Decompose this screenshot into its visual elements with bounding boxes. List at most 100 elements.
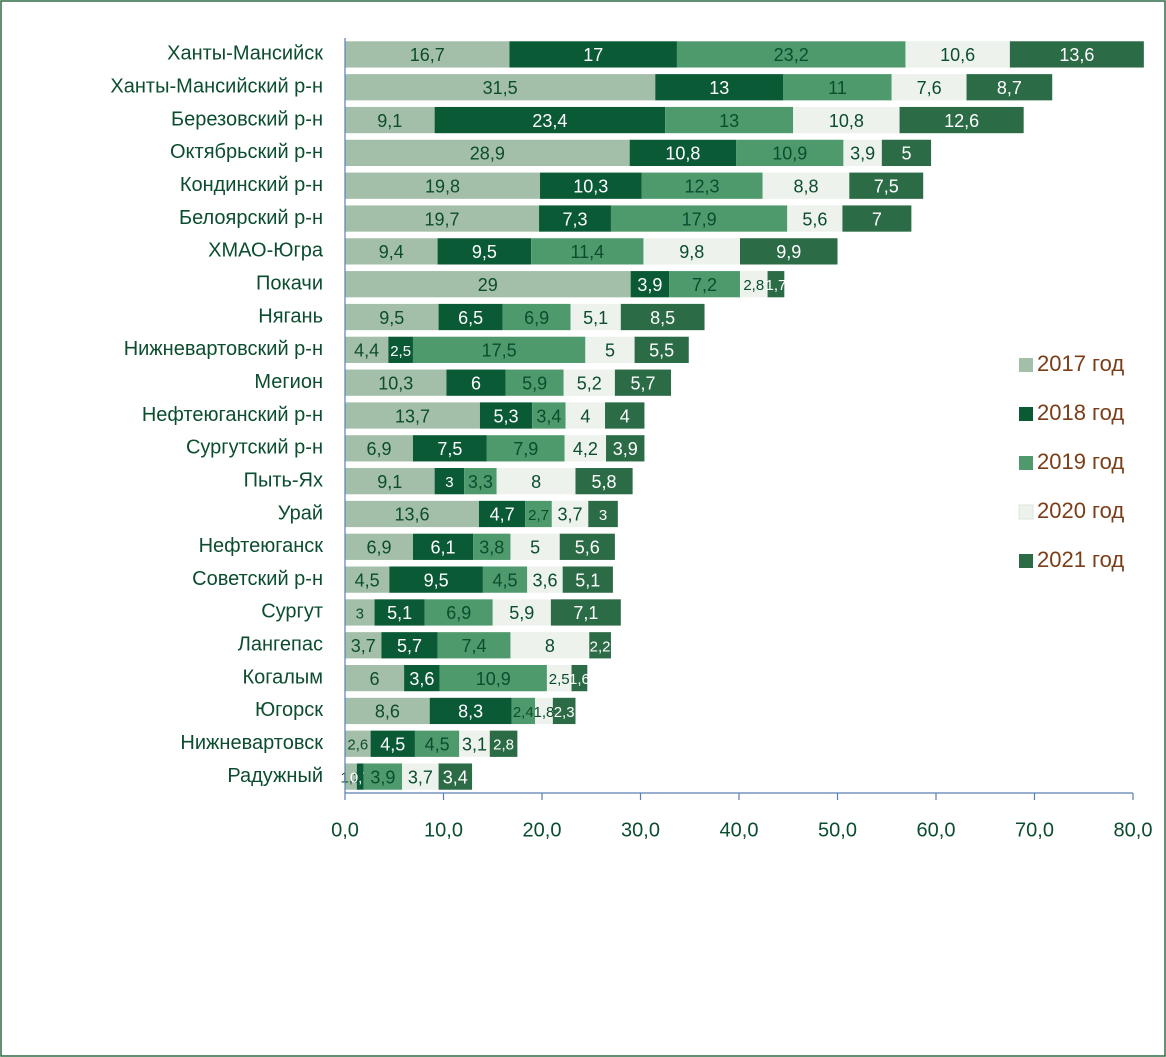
bar-segment <box>620 303 705 331</box>
bar-segment <box>370 730 415 757</box>
bar-segment <box>464 468 497 495</box>
bar-segment <box>739 238 838 265</box>
value-label: 3 <box>599 507 607 524</box>
category-label: Кондинский р-н <box>180 174 323 196</box>
value-label: 9,8 <box>679 242 704 262</box>
x-tick-label: 70,0 <box>1015 819 1054 841</box>
value-label: 6 <box>370 669 380 689</box>
value-label: 5,2 <box>577 373 602 393</box>
x-tick-label: 30,0 <box>621 819 660 841</box>
bar-segment <box>739 271 768 298</box>
x-tick-label: 10,0 <box>424 819 463 841</box>
bar-segment <box>345 139 630 167</box>
value-label: 11,4 <box>570 242 604 262</box>
bar-segment <box>404 664 440 692</box>
value-label: 7,5 <box>437 439 462 459</box>
legend-swatch <box>1019 554 1033 568</box>
bar-segment <box>363 763 403 790</box>
value-label: 4,5 <box>355 570 380 590</box>
x-tick-label: 0,0 <box>331 819 359 841</box>
bar-segment <box>345 599 375 626</box>
value-label: 10,8 <box>829 111 864 131</box>
value-label: 5,3 <box>494 406 519 426</box>
value-label: 1,2 <box>340 770 361 787</box>
value-label: 6,5 <box>458 308 483 328</box>
value-label: 5 <box>901 144 911 164</box>
value-label: 7,4 <box>462 636 487 656</box>
value-label: 4,4 <box>354 341 379 361</box>
value-label: 23,4 <box>532 111 567 131</box>
value-label: 3,3 <box>468 472 493 492</box>
bar-segment <box>345 336 389 363</box>
value-label: 4 <box>580 406 590 426</box>
value-label: 2,8 <box>743 277 764 294</box>
bar-segment <box>540 172 642 199</box>
bar-segment <box>345 664 405 692</box>
value-label: 12,3 <box>685 176 720 196</box>
value-label: 2,5 <box>390 343 411 360</box>
value-label: 3,6 <box>532 570 557 590</box>
value-label: 13 <box>719 111 739 131</box>
value-label: 5,7 <box>397 636 422 656</box>
category-label: Лангепас <box>238 634 323 656</box>
value-label: 3,7 <box>408 767 433 787</box>
bar-segment <box>563 369 615 396</box>
value-label: 17,9 <box>682 209 717 229</box>
value-label: 4,2 <box>573 439 598 459</box>
x-tick-label: 40,0 <box>720 819 759 841</box>
bar-segment <box>787 205 843 232</box>
bar-segment <box>762 172 850 199</box>
value-label: 3 <box>445 474 453 491</box>
bar-segment <box>571 664 588 692</box>
bar-segment <box>767 271 785 298</box>
bar-segment <box>585 336 635 363</box>
value-label: 1,7 <box>766 277 787 294</box>
value-label: 8,3 <box>458 702 483 722</box>
value-label: 10,3 <box>378 373 413 393</box>
value-label: 3,7 <box>558 505 583 525</box>
value-label: 5,7 <box>630 373 655 393</box>
bar-segment <box>510 533 560 560</box>
value-label: 5,8 <box>592 472 617 492</box>
bar-segment <box>629 139 737 167</box>
x-tick-label: 60,0 <box>917 819 956 841</box>
bar-segment <box>414 730 460 757</box>
category-label: Мегион <box>254 371 323 393</box>
category-label: Нижневартовск <box>180 732 323 754</box>
value-label: 3,9 <box>637 275 662 295</box>
value-label: 2,8 <box>493 737 514 754</box>
bar-segment <box>489 730 518 757</box>
value-label: 6,1 <box>430 538 455 558</box>
category-label: Сургут <box>261 601 323 623</box>
bar-segment <box>634 336 689 363</box>
legend-swatch <box>1019 456 1033 470</box>
bar-segment <box>486 435 565 462</box>
bar-segment <box>505 369 564 396</box>
bar-segment <box>437 238 532 265</box>
value-label: 5 <box>530 538 540 558</box>
category-label: Когалым <box>242 666 323 688</box>
bar-segment <box>736 139 844 167</box>
category-label: ХМАО-Югра <box>208 240 324 262</box>
bar-segment <box>502 303 571 331</box>
value-label: 8,5 <box>650 308 675 328</box>
bar-segment <box>527 566 563 593</box>
value-label: 6,9 <box>524 308 549 328</box>
bar-segment <box>345 369 447 396</box>
bar-segment <box>434 468 465 495</box>
value-label: 13,6 <box>1059 45 1094 65</box>
value-label: 16,7 <box>410 45 445 65</box>
bar-segment <box>525 500 552 528</box>
value-label: 3,6 <box>409 669 434 689</box>
value-label: 3,9 <box>850 144 875 164</box>
value-label: 10,9 <box>772 144 807 164</box>
legend-swatch <box>1019 358 1033 372</box>
value-label: 9,4 <box>379 242 404 262</box>
value-label: 7,2 <box>692 275 717 295</box>
x-tick-label: 50,0 <box>818 819 857 841</box>
value-label: 4,5 <box>425 735 450 755</box>
bar-segment <box>478 500 526 528</box>
bar-segment <box>429 697 512 725</box>
bar-segment <box>434 106 666 134</box>
